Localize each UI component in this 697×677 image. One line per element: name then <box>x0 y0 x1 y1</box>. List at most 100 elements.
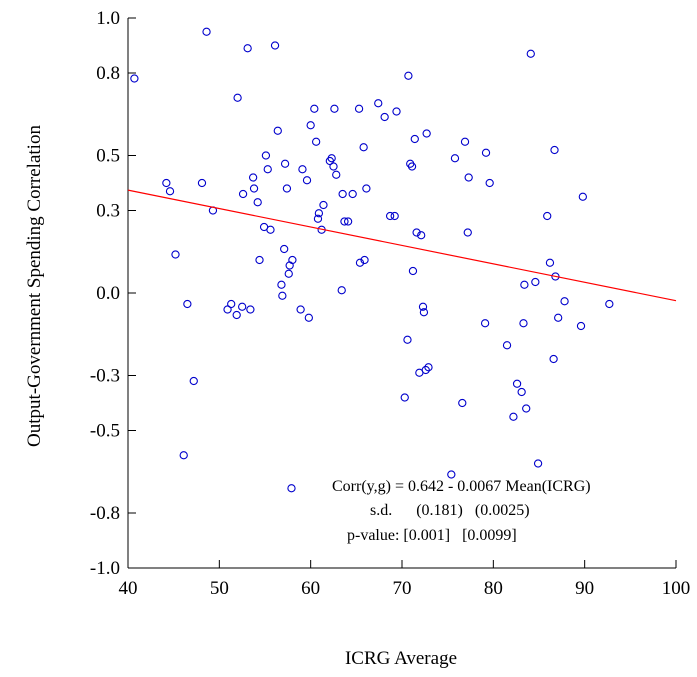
regression-annotation: Corr(y,g) = 0.642 - 0.0067 Mean(ICRG) s.… <box>332 478 591 544</box>
data-point <box>481 148 491 157</box>
data-point <box>329 162 338 171</box>
data-point <box>313 214 323 223</box>
data-point <box>298 165 307 174</box>
data-point <box>332 170 341 179</box>
data-point <box>605 299 614 309</box>
data-point <box>343 217 353 226</box>
data-point <box>232 310 241 320</box>
data-point <box>422 129 431 138</box>
y-tick-label: 1.0 <box>96 8 120 29</box>
data-point <box>380 112 389 122</box>
data-point <box>348 189 357 199</box>
data-point <box>374 99 383 108</box>
data-point <box>243 44 252 53</box>
data-point <box>512 379 522 388</box>
annotation-line-2: s.d. (0.181) (0.0025) <box>370 502 530 519</box>
regression-line <box>127 189 677 302</box>
data-point <box>330 104 339 113</box>
data-point <box>165 187 175 196</box>
y-tick-label: -1.0 <box>90 558 120 579</box>
data-point <box>130 74 139 83</box>
data-point <box>202 27 211 36</box>
data-point <box>171 250 180 259</box>
data-point <box>526 49 535 58</box>
data-point <box>340 217 349 226</box>
data-point <box>248 173 258 182</box>
data-point <box>509 412 518 421</box>
data-point <box>249 184 259 193</box>
data-point <box>480 319 490 328</box>
data-point <box>404 71 413 80</box>
data-point <box>354 104 364 113</box>
y-tick-label: 0.5 <box>96 146 120 167</box>
data-point <box>310 104 319 113</box>
data-point <box>270 41 280 50</box>
data-point <box>288 255 297 265</box>
data-point <box>255 255 264 265</box>
x-tick-label: 90 <box>575 578 594 599</box>
data-point <box>522 404 531 413</box>
data-point <box>162 178 171 188</box>
data-point <box>519 319 528 328</box>
axes: 40 50 60 70 80 90 100 -1.0 -0.8 -0.5 -0.3 0.0 0.3 0.5… <box>90 8 690 599</box>
data-point <box>458 398 467 408</box>
data-point <box>253 198 262 207</box>
data-point <box>337 286 346 295</box>
data-point <box>417 231 426 240</box>
data-point <box>233 93 242 102</box>
data-point <box>576 321 586 331</box>
data-point <box>280 159 290 168</box>
x-tick-label: 60 <box>301 578 320 599</box>
data-point <box>319 200 328 210</box>
data-point <box>400 393 409 402</box>
data-point <box>517 387 526 397</box>
y-tick-label: 0.8 <box>96 63 120 84</box>
data-point <box>227 299 236 309</box>
y-tick-label: 0.0 <box>96 283 120 304</box>
data-point <box>183 299 192 309</box>
data-point <box>502 341 512 350</box>
data-point <box>464 173 473 182</box>
data-point <box>554 313 563 322</box>
data-point <box>550 145 559 155</box>
x-tick-label: 100 <box>662 578 691 599</box>
data-point <box>238 189 248 199</box>
data-points <box>130 27 614 493</box>
data-point <box>450 154 460 163</box>
data-point <box>421 365 430 375</box>
data-point <box>327 154 336 163</box>
y-tick-label: -0.5 <box>90 421 120 442</box>
data-point <box>189 376 198 386</box>
annotation-line-3: p-value: [0.001] [0.0099] <box>347 527 517 544</box>
data-point <box>302 176 312 185</box>
x-tick-label: 50 <box>210 578 229 599</box>
data-point <box>282 184 292 193</box>
data-point <box>238 302 247 311</box>
fit-line <box>127 189 677 302</box>
x-tick-label: 40 <box>119 578 138 599</box>
data-point <box>485 178 494 188</box>
data-point <box>261 151 271 160</box>
y-axis-title: Output-Government Spending Correlation <box>24 125 45 447</box>
data-point <box>314 209 324 218</box>
data-point <box>306 121 315 130</box>
data-point <box>263 165 272 174</box>
data-point <box>197 178 207 188</box>
data-point <box>246 305 255 314</box>
data-point <box>392 107 401 116</box>
data-point <box>447 470 456 479</box>
y-tick-label: -0.8 <box>90 503 120 524</box>
data-point <box>355 258 365 267</box>
data-point <box>338 189 347 199</box>
data-point <box>543 211 552 221</box>
data-point <box>408 266 418 276</box>
data-point <box>311 137 321 146</box>
data-point <box>273 126 282 135</box>
data-point <box>412 228 421 237</box>
data-point <box>304 313 313 322</box>
data-point <box>277 280 286 289</box>
data-point <box>520 280 529 289</box>
data-point <box>284 269 293 278</box>
data-point <box>545 258 555 267</box>
